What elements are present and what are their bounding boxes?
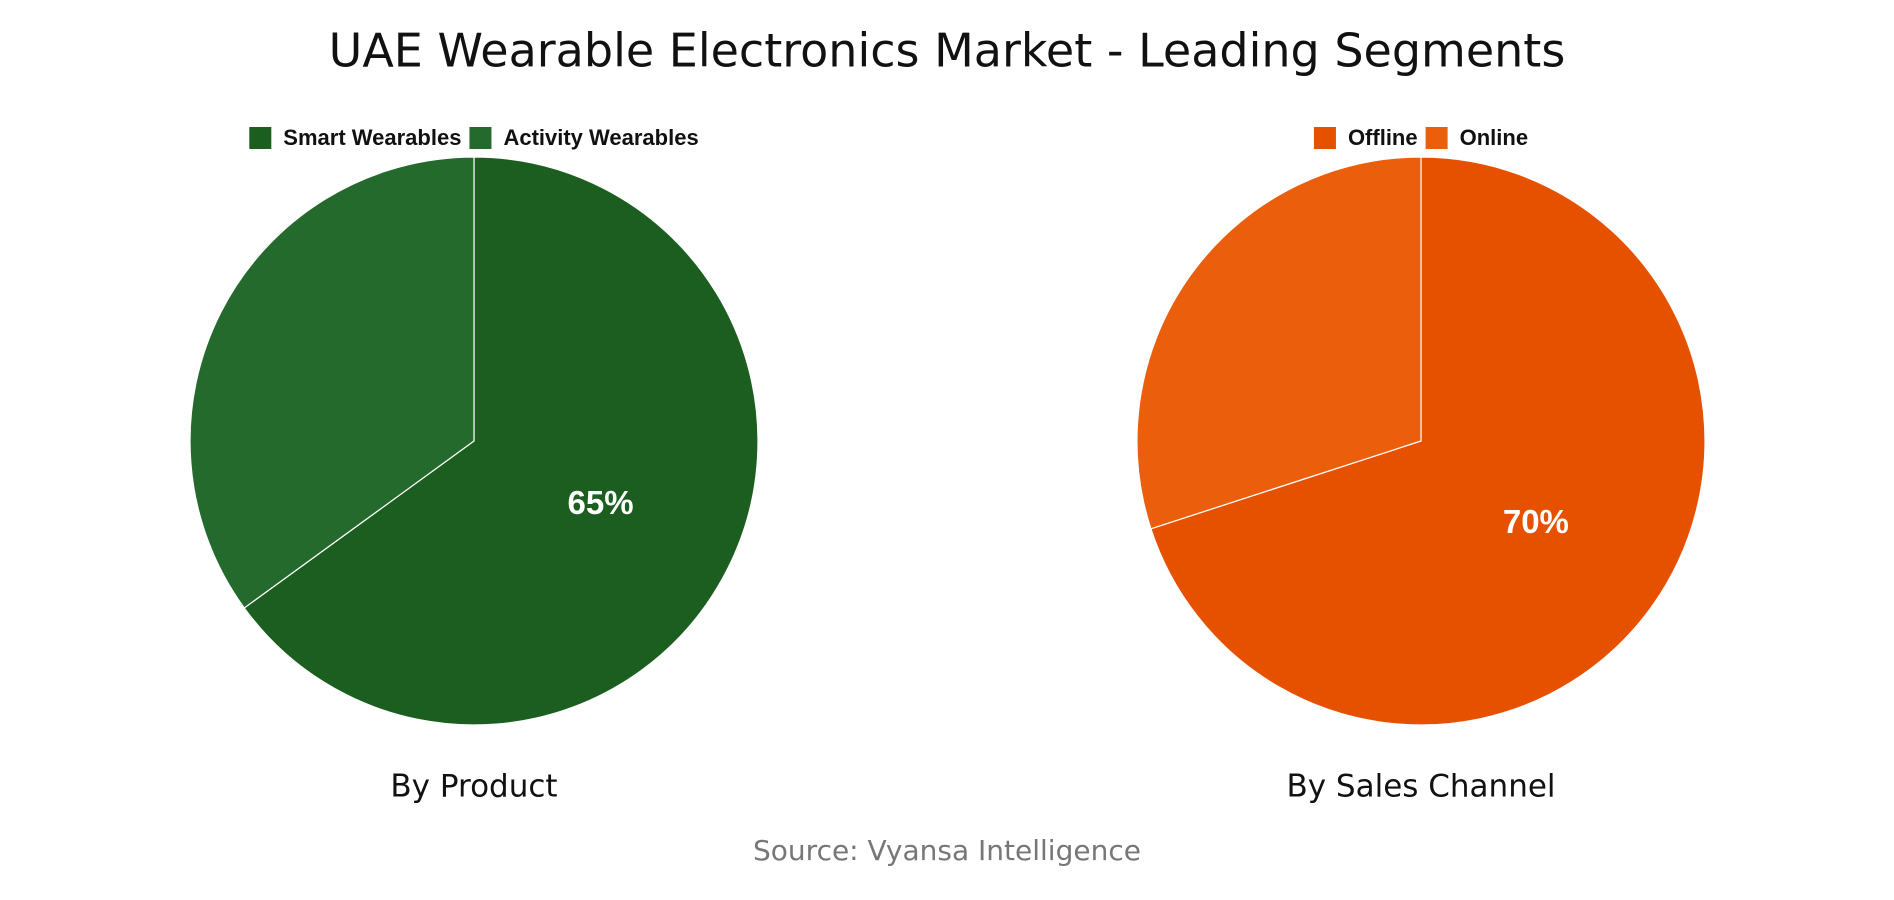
subtitle: By Sales Channel <box>1286 769 1555 805</box>
legend-label: Online <box>1460 125 1528 150</box>
source: Source: Vyansa Intelligence <box>753 834 1141 867</box>
legend-swatch <box>1313 127 1336 149</box>
legend-swatch <box>469 127 492 149</box>
value-label: 70% <box>1503 503 1569 540</box>
subtitle: By Product <box>390 769 557 805</box>
legend-swatch <box>249 127 272 149</box>
pie-slice <box>243 156 759 726</box>
legend-swatch <box>1425 127 1448 149</box>
value-label: 65% <box>567 484 633 521</box>
legend-label: Smart Wearables <box>283 125 461 150</box>
pie-slice <box>1150 156 1706 726</box>
pie-slice <box>1136 156 1422 530</box>
legend: Offline Online <box>1313 125 1528 150</box>
legend-label: Activity Wearables <box>503 125 698 150</box>
legend: Smart Wearables Activity Wearables <box>249 125 699 150</box>
chart-title: UAE Wearable Electronics Market - Leadin… <box>329 24 1566 78</box>
pie-slice <box>189 156 475 609</box>
legend-label: Offline <box>1348 125 1418 150</box>
